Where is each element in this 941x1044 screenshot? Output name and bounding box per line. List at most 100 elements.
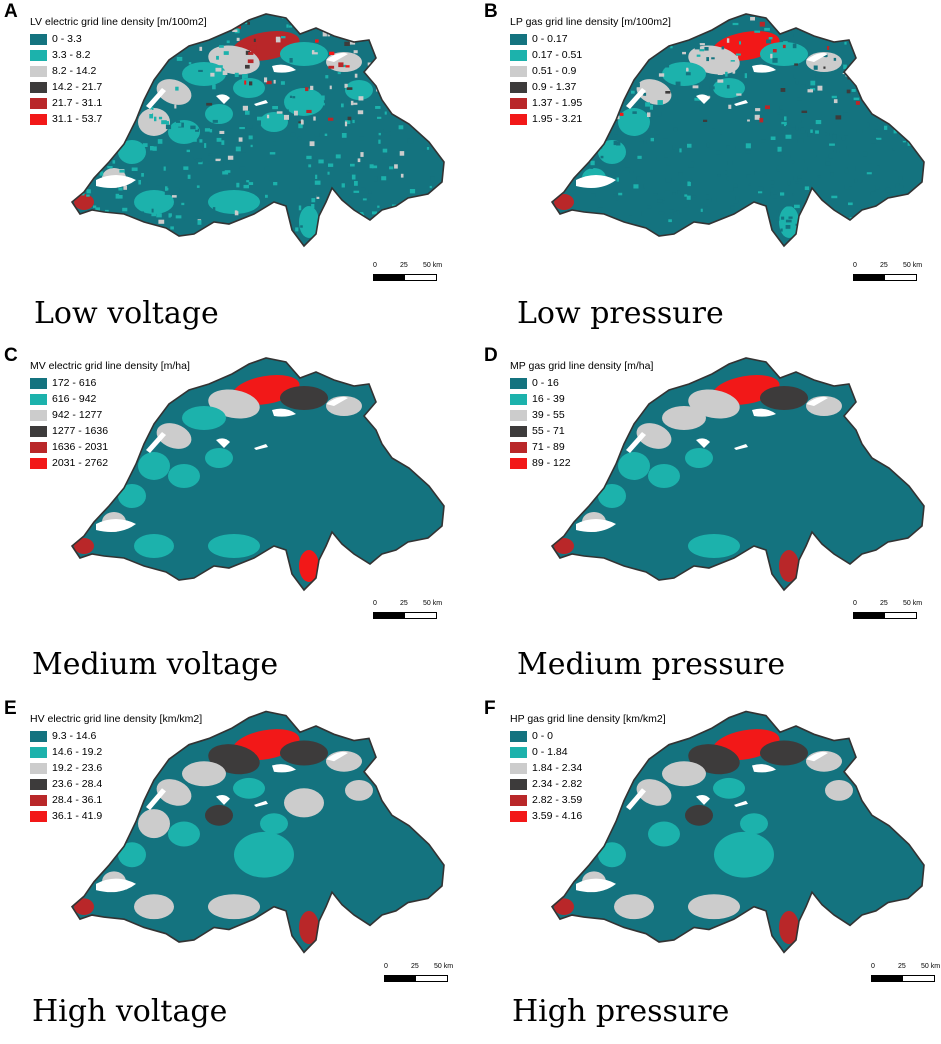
map-cell [700,31,703,34]
map-cell [380,227,385,230]
map-cell [237,59,243,64]
map-cell [833,57,837,61]
map-cell [825,157,828,162]
legend-swatch [30,409,47,421]
map-cell [286,109,289,115]
map-cell [815,120,822,125]
map-cell [151,208,154,213]
legend-swatch [510,778,527,790]
map-cell [582,129,587,134]
map-cell [885,187,891,193]
map-cell [851,89,856,92]
map-cell [341,103,344,108]
map-cell [413,210,417,214]
map-cell [78,241,82,244]
map-cell [823,66,826,69]
map-cell [377,205,380,210]
map-cell [827,46,830,50]
legend-swatch [510,81,527,93]
map-cell [280,36,286,39]
switzerland-map [550,357,925,592]
map-cell [655,130,660,135]
map-cell [776,112,780,115]
map-cell [398,125,404,130]
map-cell [437,39,440,42]
map-cell [138,231,144,234]
map-regions [552,711,924,953]
map-cell [195,126,198,130]
map-cell [266,80,272,85]
map-cell [353,102,358,105]
map-cell [400,173,404,178]
map-legend: HP gas grid line density [km/km2] 0 - 0 … [510,713,666,824]
legend-label: 0 - 0 [532,730,554,742]
legend-swatch [510,393,527,405]
map-cell [797,138,804,143]
map-cell [287,182,291,186]
lake [216,94,230,104]
map-cell [375,106,381,109]
legend-title: LP gas grid line density [m/100m2] [510,16,671,28]
map-cell [96,225,101,230]
map-cell [727,219,732,223]
map-cell [296,17,301,22]
map-cell [685,219,688,224]
map-cell [704,47,709,51]
map-cell [571,234,574,238]
map-cell [903,42,907,45]
map-cell [628,236,632,240]
map-region [598,484,626,508]
map-cell [842,27,848,31]
legend-label: 8.2 - 14.2 [52,65,97,77]
map-cell [188,62,192,65]
map-cell [754,114,760,120]
map-cell [727,161,733,165]
map-cell [768,37,773,40]
legend-label: 1277 - 1636 [52,425,109,437]
map-cell [218,65,223,68]
map-cell [219,45,224,48]
lake [146,788,166,811]
map-cell [600,155,604,159]
legend-title: MP gas grid line density [m/ha] [510,360,654,372]
map-cell [569,133,575,138]
map-cell [672,144,676,150]
map-cell [355,18,361,22]
map-cell [807,229,811,232]
map-region [280,740,328,766]
map-region [280,386,328,410]
map-cell [871,139,877,144]
map-cell [829,143,835,146]
map-cell [821,57,826,61]
map-cell [866,172,872,175]
map-cell [863,56,866,61]
map-cell [555,128,559,134]
legend-swatch [30,81,47,93]
map-cell [588,152,592,157]
map-cell [883,82,889,86]
map-cell [295,227,299,232]
map-cell [629,215,633,221]
map-cell [908,209,915,212]
map-cell [770,180,775,185]
map-cell [112,164,118,168]
map-cell [696,54,701,57]
map-cell [733,200,739,204]
map-cell [110,235,116,240]
map-cell [347,218,353,223]
legend-label: 2031 - 2762 [52,457,109,469]
map-cell [624,167,631,171]
map-cell [114,216,120,221]
map-cell [845,153,849,158]
map-cell [575,215,579,221]
map-cell [679,236,684,241]
map-cell [250,234,256,238]
map-cell [345,65,350,68]
legend-label: 23.6 - 28.4 [52,778,103,790]
map-cell [724,170,728,175]
map-cell [916,205,922,210]
map-region [554,194,574,210]
map-cell [726,145,730,148]
map-panel-f: F HP gas grid line density [km/km2] 0 - … [484,699,941,1044]
map-cell [118,195,123,199]
